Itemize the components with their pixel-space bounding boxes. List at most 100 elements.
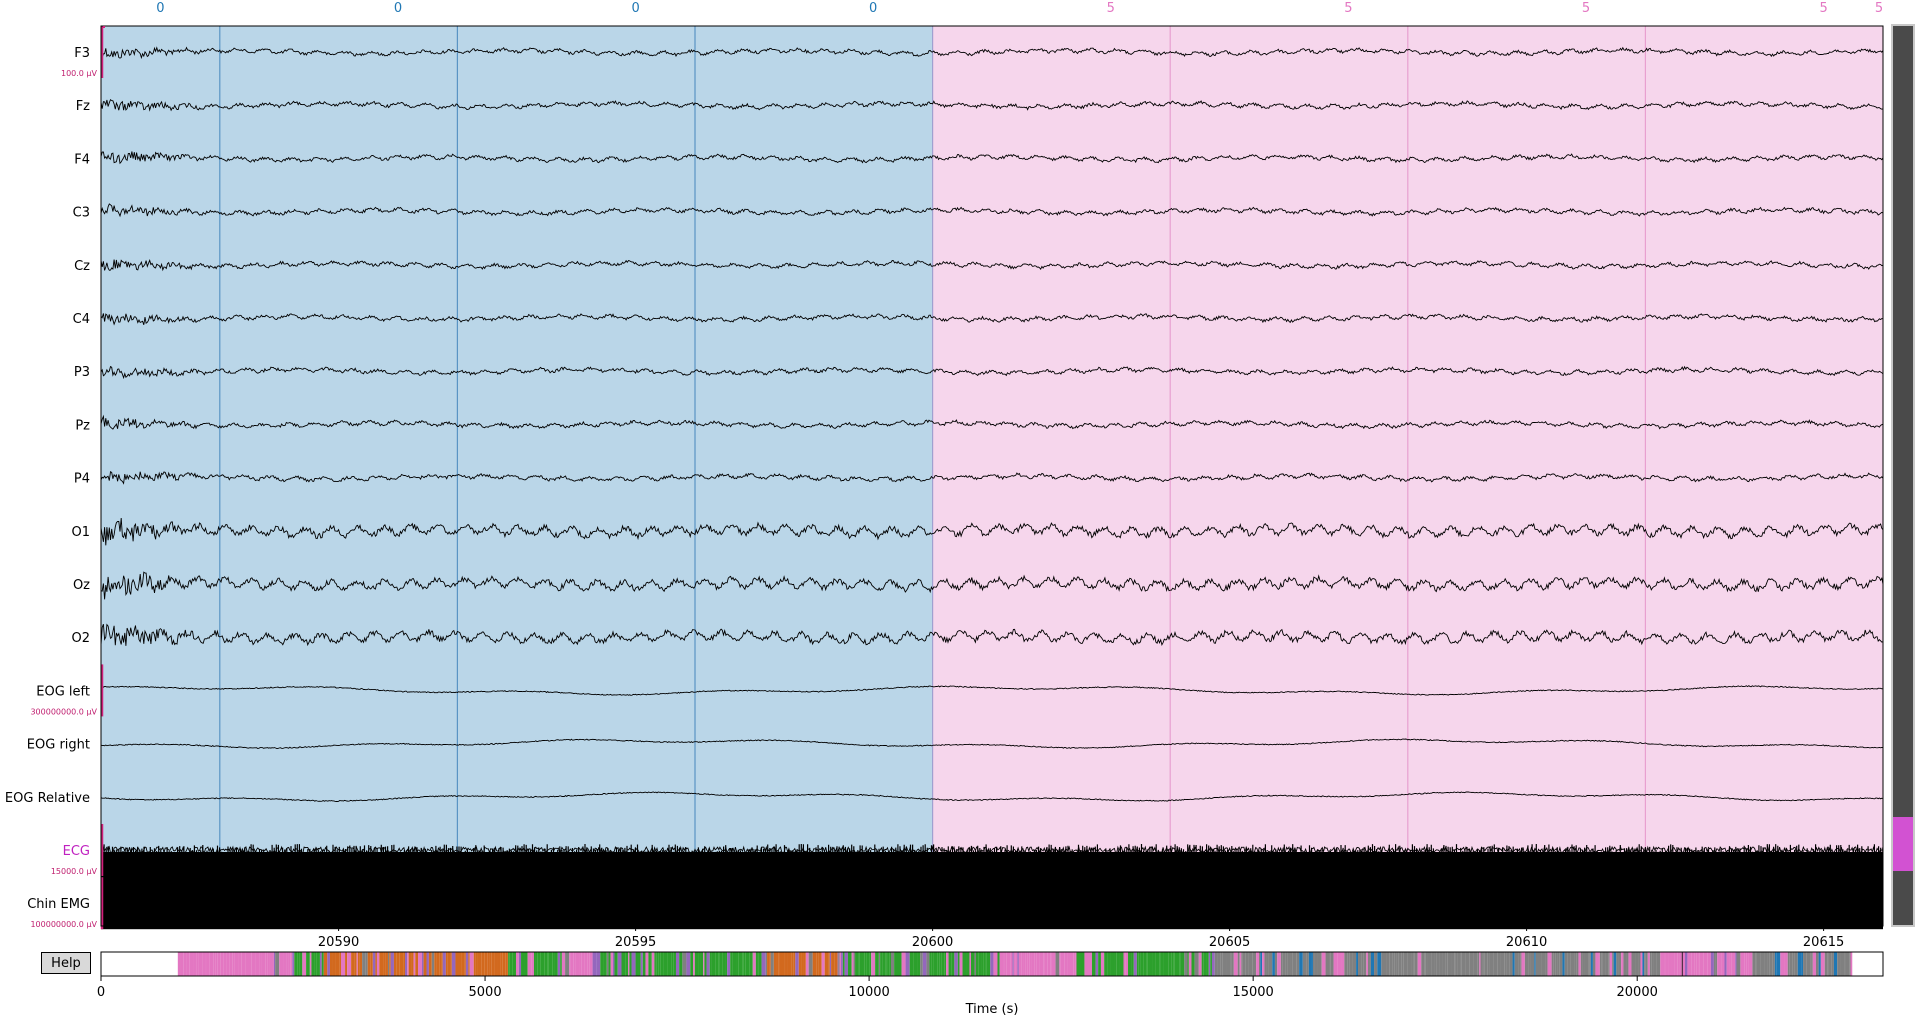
overview-segment [1584, 952, 1589, 976]
overview-segment [1710, 952, 1714, 976]
overview-segment [1687, 952, 1692, 976]
overview-segment [855, 952, 859, 976]
overview-segment [1403, 952, 1408, 976]
overview-segment [1442, 952, 1446, 976]
overview-segment [465, 952, 469, 976]
overview-segment [1027, 952, 1030, 976]
overview-segment [209, 952, 214, 976]
vertical-scrollbar-thumb[interactable] [1893, 817, 1913, 872]
overview-segment [1203, 952, 1207, 976]
overview-segment [1003, 952, 1005, 976]
overview-segment [403, 952, 406, 976]
overview-segment [385, 952, 388, 976]
overview-segment [290, 952, 293, 976]
overview-segment [878, 952, 881, 976]
overview-segment [1524, 952, 1529, 976]
overview-segment [500, 952, 503, 976]
overview-segment [703, 952, 705, 976]
overview-segment [468, 952, 470, 976]
overview-segment [1601, 952, 1603, 976]
overview-segment [1810, 952, 1812, 976]
overview-segment [727, 952, 731, 976]
overview-segment [1621, 952, 1624, 976]
overview-segment [573, 952, 576, 976]
overview-segment [445, 952, 448, 976]
x-axis-label: Time (s) [965, 1002, 1019, 1017]
overview-segment [464, 952, 466, 976]
overview-segment [1590, 952, 1593, 976]
overview-segment [1100, 952, 1105, 976]
overview-segment [1168, 952, 1172, 976]
overview-segment [922, 952, 927, 976]
overview-segment [1645, 952, 1648, 976]
help-button[interactable]: Help [41, 952, 91, 974]
overview-segment [1794, 952, 1798, 976]
overview-segment [1140, 952, 1144, 976]
overview-segment [990, 952, 994, 976]
overview-segment [1152, 952, 1156, 976]
overview-segment [569, 952, 571, 976]
overview-segment [929, 952, 932, 976]
overview-segment [1230, 952, 1232, 976]
overview-segment [1500, 952, 1505, 976]
overview-segment [1384, 952, 1387, 976]
overview-segment [1133, 952, 1137, 976]
overview-segment [283, 952, 287, 976]
overview-segment [1184, 952, 1188, 976]
overview-segment [1080, 952, 1085, 976]
overview-segment [265, 952, 268, 976]
overview-segment [673, 952, 676, 976]
vertical-scrollbar[interactable] [1891, 24, 1915, 927]
overview-segment [521, 952, 525, 976]
overview-segment [279, 952, 284, 976]
overview-segment [1311, 952, 1313, 976]
overview-segment [451, 952, 456, 976]
overview-segment [869, 952, 872, 976]
stage-marker: 5 [1819, 1, 1827, 16]
overview-segment [880, 952, 883, 976]
overview-segment [1578, 952, 1581, 976]
overview-segment [1180, 952, 1185, 976]
overview-segment [1559, 952, 1563, 976]
overview-segment [791, 952, 794, 976]
overview-segment [1644, 952, 1646, 976]
overview-segment [1050, 952, 1052, 976]
overview-segment [1084, 952, 1089, 976]
overview-segment [1460, 952, 1462, 976]
channel-label: EOG Relative [5, 791, 90, 806]
overview-segment [1031, 952, 1035, 976]
overview-segment [1424, 952, 1426, 976]
overview-segment [1612, 952, 1614, 976]
overview-segment [894, 952, 898, 976]
overview-segment [1201, 952, 1204, 976]
overview-segment [527, 952, 532, 976]
overview-segment [1564, 952, 1568, 976]
overview-segment [1557, 952, 1560, 976]
overview-segment [1143, 952, 1147, 976]
overview-segment [557, 952, 561, 976]
overview-segment [667, 952, 672, 976]
overview-segment [920, 952, 923, 976]
overview-segment [311, 952, 315, 976]
channel-label: F3 [74, 46, 90, 61]
overview-segment [1021, 952, 1024, 976]
overview-segment [1220, 952, 1223, 976]
overview-segment [292, 952, 294, 976]
overview-segment [839, 952, 842, 976]
overview-segment [1329, 952, 1331, 976]
overview-segment [1528, 952, 1531, 976]
overview-segment [1147, 952, 1150, 976]
overview-segment [367, 952, 371, 976]
overview-segment [1043, 952, 1045, 976]
overview-hypnogram[interactable]: 0 5000 10000 15000 20000 Time (s) [0, 940, 1920, 1017]
overview-segment [477, 952, 482, 976]
overview-segment [1349, 952, 1353, 976]
overview-segment [1480, 952, 1483, 976]
overview-segment [584, 952, 588, 976]
overview-segment [1290, 952, 1293, 976]
overview-segment [494, 952, 498, 976]
overview-segment [1713, 952, 1716, 976]
overview-segment [1377, 952, 1382, 976]
